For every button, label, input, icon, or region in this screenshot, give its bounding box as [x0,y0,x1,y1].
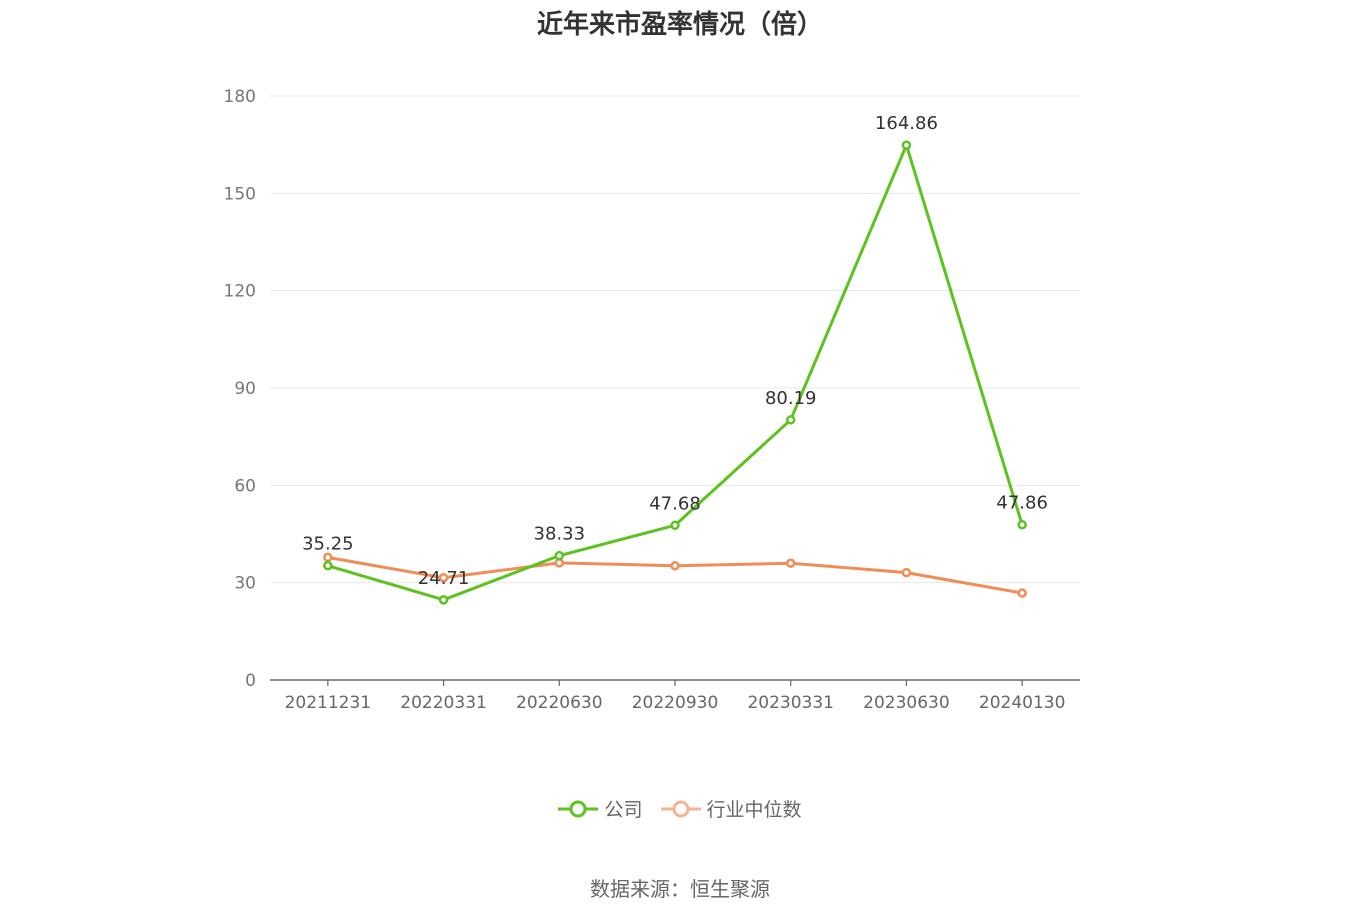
industry-median-point[interactable] [554,558,565,568]
company-series-line [327,143,1024,602]
x-tick-label: 20240130 [979,693,1066,713]
industry-median-point[interactable] [670,561,680,571]
chart-title: 近年来市盈率情况（倍） [536,10,823,40]
company-point[interactable] [901,140,912,150]
x-tick-label: 20220930 [632,693,719,713]
legend-item-company[interactable]: 公司 [558,795,643,822]
y-tick-label: 60 [234,476,256,496]
y-tick-label: 150 [224,184,256,204]
company-point[interactable] [1017,519,1027,530]
legend-item-industry-median[interactable]: 行业中位数 [660,795,802,822]
y-tick-label: 180 [224,87,256,107]
company-point[interactable] [670,520,680,531]
data-labels: 35.25 24.71 38.33 47.68 80.19 164.86 47.86 [302,113,1048,589]
industry-median-point[interactable] [901,567,912,578]
series-lines [323,140,1027,605]
x-tick-label: 20220630 [516,693,603,713]
company-point[interactable] [785,415,796,425]
x-tick-label: 20211231 [285,693,372,713]
line-chart: 0 30 60 90 120 150 180 20211231 20220331 2022063… [224,87,1080,713]
industry-median-point[interactable] [323,552,333,563]
company-data-label: 24.71 [418,568,470,589]
y-axis-labels: 0 30 60 90 120 150 180 [224,87,256,691]
x-axis: 20211231 20220331 20220630 20220930 20230331… [270,679,1080,713]
industry-median-point[interactable] [438,573,449,583]
x-tick-label: 20230331 [747,693,834,713]
y-tick-label: 90 [234,379,256,399]
company-point[interactable] [554,550,565,561]
grid-lines [270,95,1080,584]
legend-industry-icon [660,800,701,817]
company-data-label: 35.25 [302,534,354,555]
company-point[interactable] [323,560,333,571]
legend-industry-label: 行业中位数 [706,799,802,821]
data-source: 数据来源：恒生聚源 [590,877,770,901]
company-data-label: 47.86 [996,493,1048,514]
company-data-label: 47.68 [649,493,701,514]
legend: 公司 行业中位数 [0,795,1360,822]
company-data-label: 80.19 [765,388,817,409]
company-data-label: 38.33 [534,524,586,545]
y-tick-label: 120 [224,282,256,302]
company-point[interactable] [438,595,449,605]
y-tick-label: 30 [234,574,256,594]
industry-median-point[interactable] [1017,588,1027,598]
industry-median-point[interactable] [785,558,796,568]
legend-company-label: 公司 [604,799,643,821]
y-tick-label: 0 [245,671,256,691]
x-tick-label: 20230630 [863,693,950,713]
company-data-label: 164.86 [875,113,938,134]
legend-company-icon [558,800,599,817]
x-tick-label: 20220331 [400,693,487,713]
